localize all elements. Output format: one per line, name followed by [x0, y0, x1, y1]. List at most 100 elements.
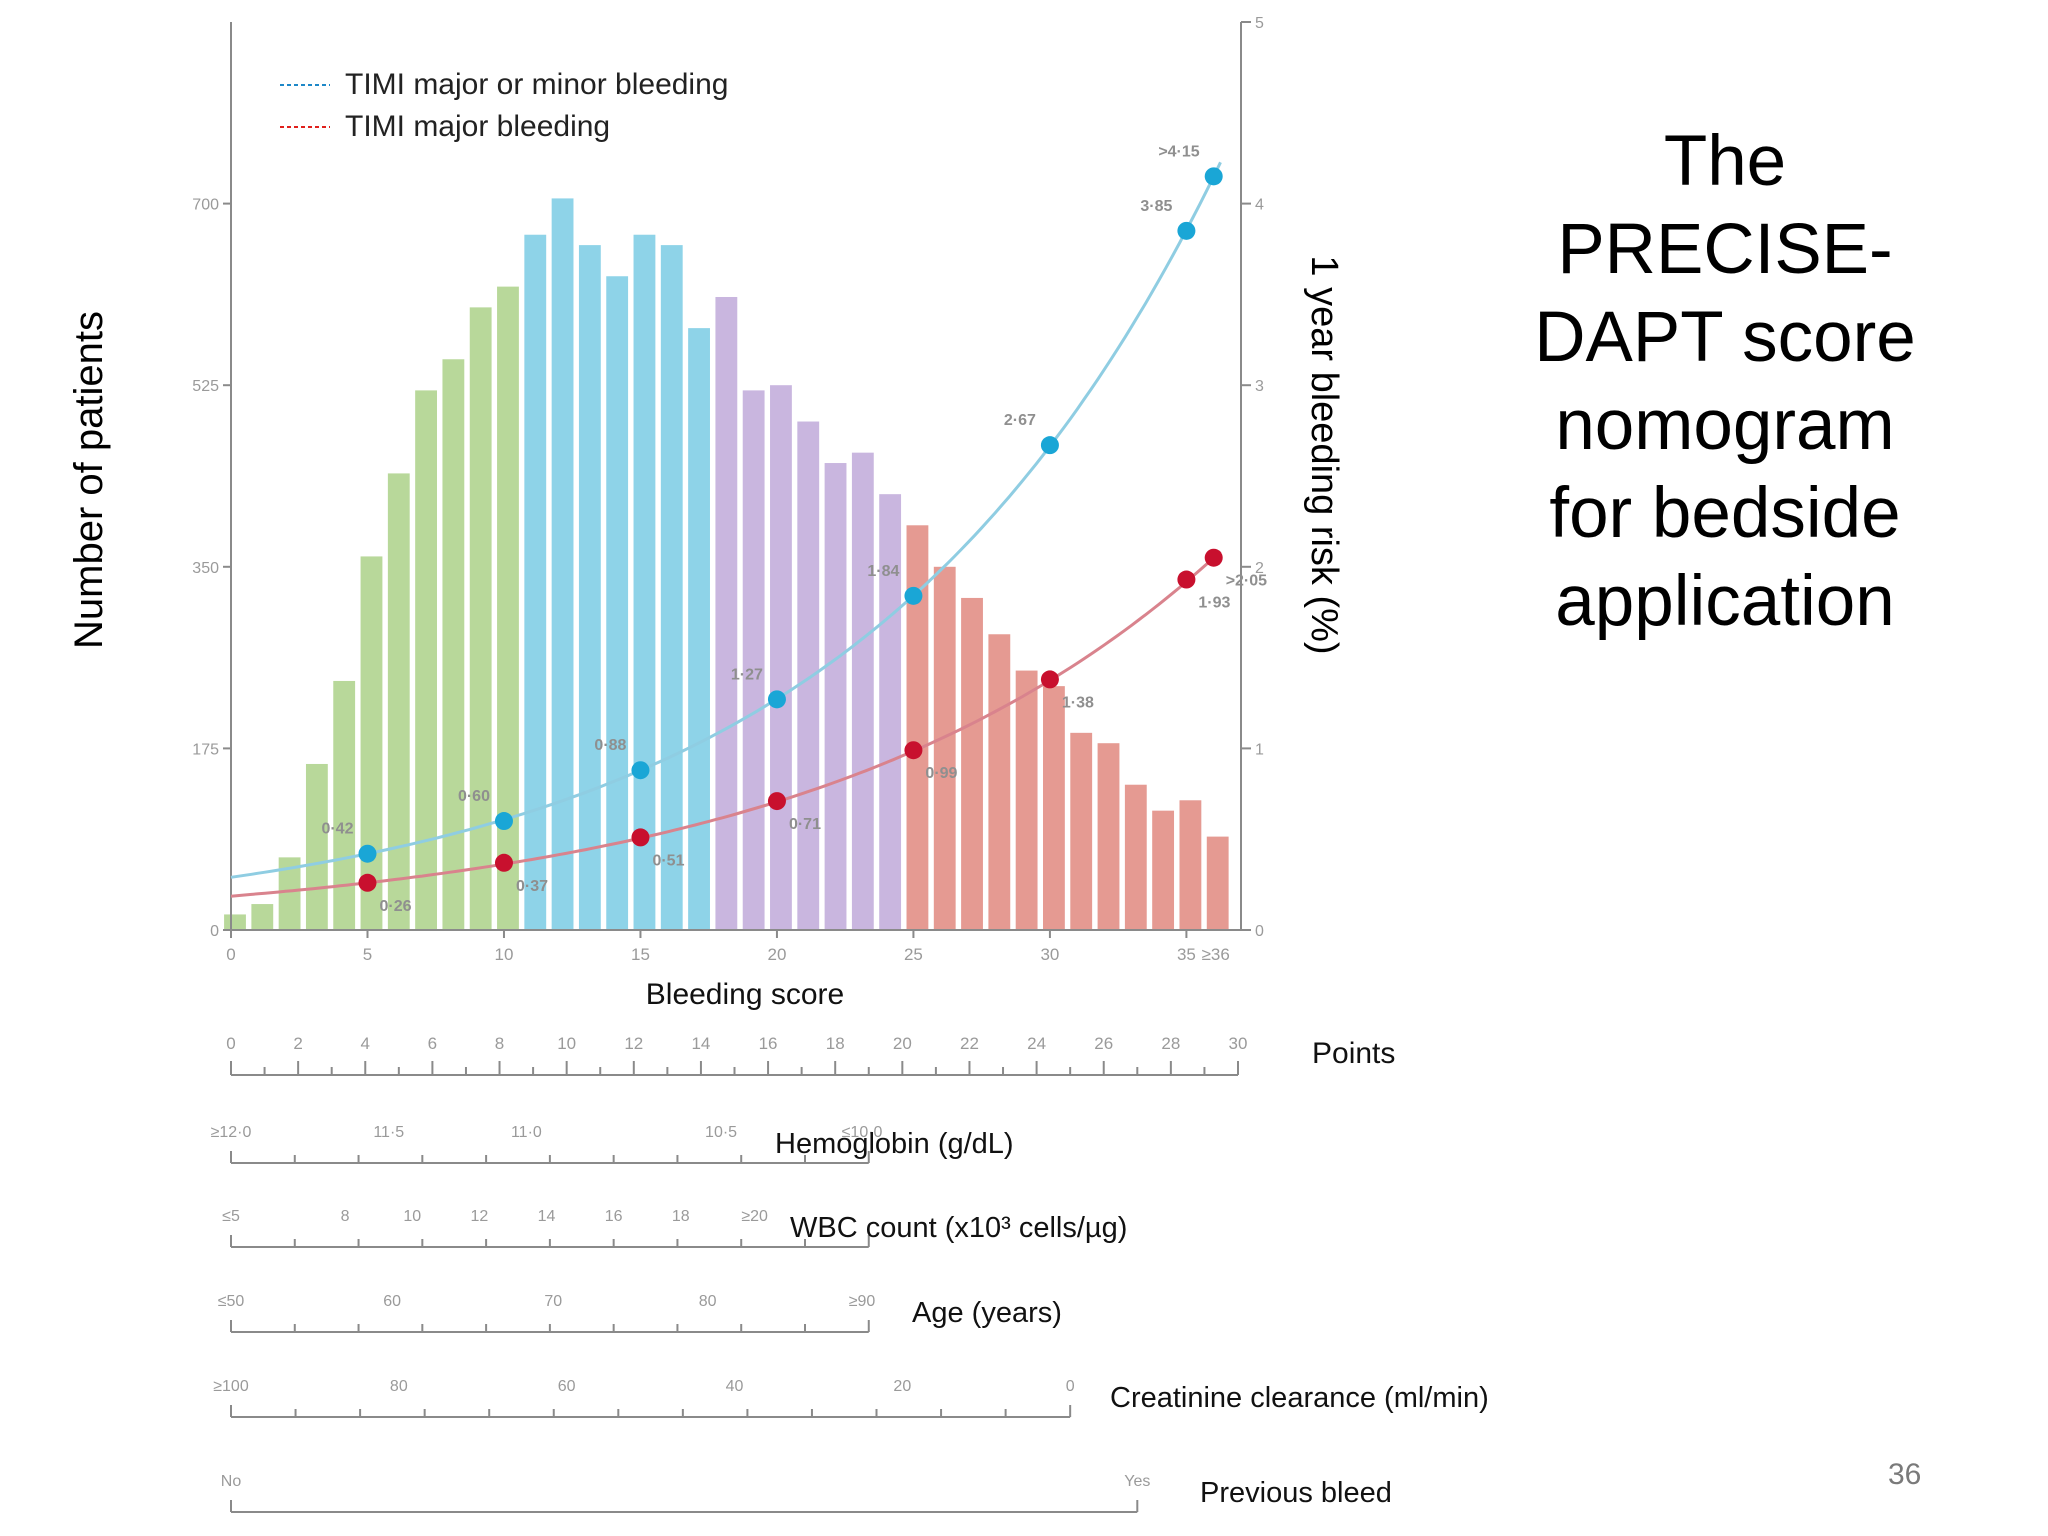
points-tick-label: 0 [226, 1034, 235, 1053]
y2-tick-label: 5 [1255, 15, 1264, 32]
predictor-tick-label: 20 [893, 1378, 911, 1395]
histogram-bar [1206, 836, 1229, 930]
x-tick-label: 0 [226, 945, 235, 964]
predictor-name: Creatinine clearance (ml/min) [1110, 1382, 1489, 1414]
points-tick-label: 18 [826, 1034, 845, 1053]
risk-point-label: >4·15 [1158, 143, 1199, 160]
risk-point [904, 586, 923, 605]
histogram-bar [360, 556, 383, 930]
histogram-bar [442, 359, 465, 930]
predictor-tick-label: 10 [403, 1208, 421, 1225]
predictor-name: WBC count (x10³ cells/µg) [790, 1212, 1127, 1244]
y2-tick-label: 1 [1255, 741, 1264, 758]
predictor-name: Hemoglobin (g/dL) [775, 1128, 1014, 1160]
x-tick-label: 25 [904, 945, 923, 964]
histogram-bar [224, 914, 246, 930]
histogram-bar [742, 390, 765, 931]
points-tick-label: 24 [1027, 1034, 1046, 1053]
histogram-bar [305, 763, 328, 930]
points-tick-label: 4 [361, 1034, 370, 1053]
y-tick-label: 525 [192, 378, 219, 395]
risk-point-label: 1·93 [1198, 595, 1230, 612]
histogram-bar [1070, 732, 1093, 930]
histogram-bar [851, 452, 874, 930]
histogram-bar [879, 494, 902, 930]
histogram-bar [551, 198, 574, 930]
predictor-tick-label: 10·5 [705, 1124, 737, 1141]
risk-point-label: 0·51 [652, 852, 684, 869]
histogram-bar [333, 680, 356, 930]
title-line: The [1663, 122, 1787, 201]
predictor-tick-label: ≥20 [741, 1208, 768, 1225]
histogram-bar [688, 328, 710, 930]
histogram-bar [1043, 686, 1065, 930]
histogram-bar [797, 421, 820, 930]
risk-point [1040, 436, 1059, 455]
predictor-tick-label: ≤10·0 [842, 1124, 883, 1141]
histogram-bar [715, 296, 738, 931]
risk-point [1040, 670, 1059, 689]
risk-point [904, 741, 923, 760]
points-tick-label: 8 [495, 1034, 504, 1053]
predictor-tick-label: ≥12·0 [211, 1124, 252, 1141]
predictor-tick-label: 16 [605, 1208, 623, 1225]
histogram-bar [1097, 743, 1120, 930]
page-number: 36 [1888, 1458, 1922, 1491]
y2-tick-label: 3 [1255, 378, 1264, 395]
predictor-tick-label: 60 [558, 1378, 576, 1395]
histogram-bar [578, 245, 601, 930]
points-tick-label: 12 [624, 1034, 643, 1053]
risk-point [631, 828, 650, 847]
risk-point-label: 0·71 [789, 816, 821, 833]
title-line: DAPT score [1534, 298, 1916, 377]
predictor-tick-label: 11·5 [373, 1124, 404, 1141]
points-tick-label: 16 [759, 1034, 778, 1053]
predictor-tick-label: ≥100 [213, 1378, 249, 1395]
histogram-bar [497, 286, 519, 930]
histogram-bar [1015, 670, 1038, 930]
risk-point-label: 1·84 [867, 563, 899, 580]
histogram-bar [660, 245, 683, 930]
risk-point [494, 853, 513, 872]
predictor-tick-label: 12 [470, 1208, 488, 1225]
risk-point-label: 3·85 [1140, 198, 1172, 215]
y2-tick-label: 4 [1255, 197, 1264, 214]
risk-point-label: 1·38 [1062, 694, 1094, 711]
risk-point-label: 1·27 [731, 666, 763, 683]
slide-title: The PRECISE- DAPT score nomogram for bed… [1490, 118, 1960, 646]
risk-point-label: 2·67 [1004, 412, 1036, 429]
points-tick-label: 30 [1229, 1034, 1248, 1053]
x-tick-label: 5 [363, 945, 372, 964]
risk-point [1177, 570, 1196, 589]
risk-point-label: 0·42 [321, 821, 353, 838]
title-line: application [1555, 562, 1895, 641]
histogram-bar [278, 857, 301, 930]
histogram-bar [961, 597, 983, 930]
risk-point [1204, 548, 1223, 567]
predictor-tick-label: 80 [390, 1378, 408, 1395]
title-line: for bedside [1549, 474, 1901, 553]
predictor-tick-label: 80 [699, 1293, 717, 1310]
title-line: PRECISE- [1557, 210, 1893, 289]
predictor-tick-label: 60 [383, 1293, 401, 1310]
histogram-bar [387, 473, 410, 930]
histogram-bar [1179, 800, 1202, 930]
histogram-bar [770, 385, 792, 930]
risk-point [358, 844, 377, 863]
predictor-tick-label: ≤5 [222, 1208, 240, 1225]
risk-point-label: 0·99 [925, 765, 957, 782]
predictor-tick-label: ≥90 [849, 1293, 876, 1310]
histogram-bar [415, 390, 437, 931]
predictor-tick-label: 14 [538, 1208, 556, 1225]
x-tick-label: 20 [767, 945, 786, 964]
predictor-name: Age (years) [912, 1297, 1062, 1329]
points-tick-label: 28 [1161, 1034, 1180, 1053]
predictor-tick-label: 11·0 [511, 1124, 542, 1141]
x-tick-label: ≥36 [1202, 945, 1230, 964]
risk-point-label: 0·26 [379, 898, 411, 915]
predictor-tick-label: 8 [341, 1208, 350, 1225]
predictor-tick-label: ≤50 [218, 1293, 245, 1310]
predictor-tick-label: Yes [1124, 1473, 1150, 1490]
